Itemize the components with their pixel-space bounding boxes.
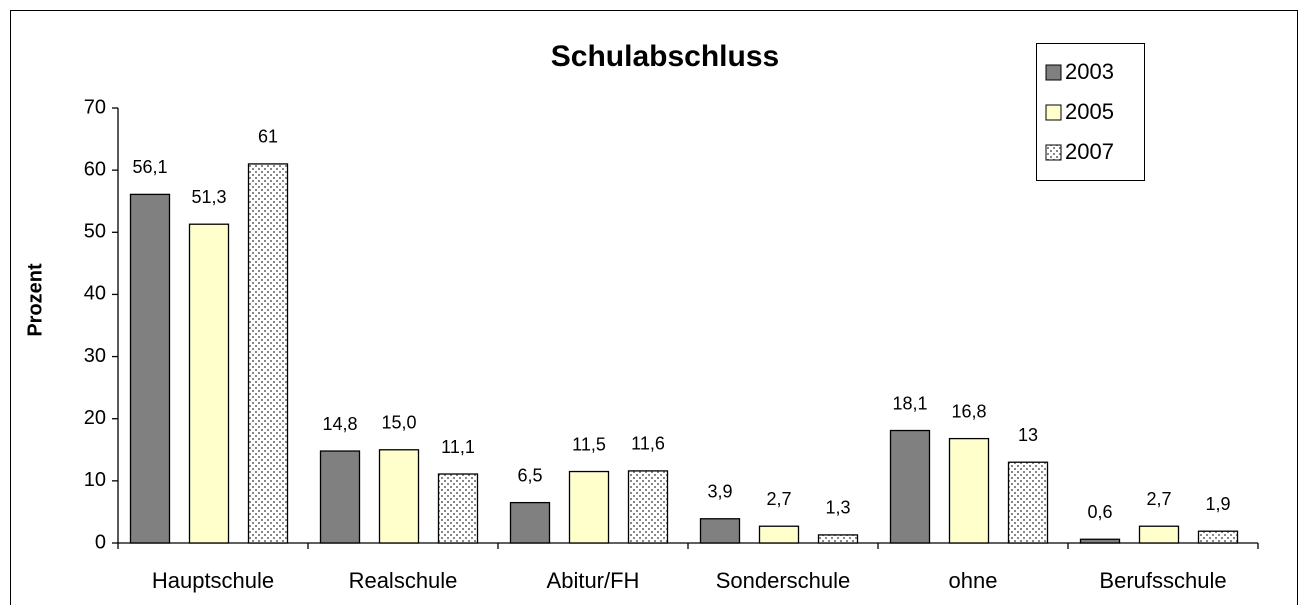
legend-swatch	[1045, 104, 1062, 121]
y-tick-label: 20	[84, 407, 106, 429]
value-label: 6,5	[517, 465, 542, 485]
value-label: 2,7	[766, 489, 791, 509]
bar	[1138, 525, 1180, 544]
value-label: 1,3	[825, 498, 850, 518]
value-label: 15,0	[381, 413, 416, 433]
x-tick-label: ohne	[949, 568, 998, 593]
bar	[568, 470, 610, 544]
y-tick-label: 10	[84, 469, 106, 491]
y-tick-label: 30	[84, 345, 106, 367]
chart-title: Schulabschluss	[551, 40, 779, 73]
value-label: 2,7	[1146, 489, 1171, 509]
bar	[1197, 530, 1239, 544]
legend-label: 2007	[1065, 139, 1114, 164]
value-label: 51,3	[191, 187, 226, 207]
bar	[817, 534, 859, 544]
bar	[319, 450, 361, 544]
value-label: 0,6	[1087, 502, 1112, 522]
value-label: 56,1	[132, 157, 167, 177]
y-tick-label: 70	[84, 96, 106, 118]
value-label: 11,5	[572, 434, 606, 454]
legend-label: 2003	[1065, 59, 1114, 84]
y-tick-label: 60	[84, 158, 106, 180]
y-tick-label: 0	[95, 531, 106, 553]
value-label: 18,1	[892, 393, 927, 413]
legend-swatch	[1045, 144, 1062, 161]
bar	[699, 518, 741, 544]
bar	[948, 437, 990, 544]
x-tick-label: Hauptschule	[152, 568, 274, 593]
bar	[758, 525, 800, 544]
bar	[627, 470, 669, 544]
bar	[1007, 461, 1049, 544]
legend-swatch	[1045, 64, 1062, 81]
value-label: 3,9	[707, 482, 732, 502]
legend-label: 2005	[1065, 99, 1114, 124]
bar	[188, 223, 230, 544]
bar	[437, 473, 479, 544]
bar	[247, 163, 289, 544]
value-label: 1,9	[1205, 494, 1230, 514]
bar	[889, 429, 931, 544]
value-label: 14,8	[322, 414, 357, 434]
value-label: 16,8	[951, 401, 986, 421]
bar	[129, 193, 171, 544]
bar	[509, 501, 551, 544]
x-tick-label: Abitur/FH	[547, 568, 640, 593]
bar	[1079, 538, 1121, 544]
value-label: 11,6	[631, 434, 665, 454]
y-tick-label: 50	[84, 221, 106, 243]
value-label: 61	[258, 127, 278, 147]
value-label: 13	[1018, 425, 1038, 445]
x-tick-label: Berufsschule	[1099, 568, 1226, 593]
y-tick-label: 40	[84, 283, 106, 305]
y-axis-label: Prozent	[24, 263, 46, 337]
value-label: 11,1	[441, 437, 475, 457]
x-tick-label: Realschule	[349, 568, 458, 593]
x-tick-label: Sonderschule	[716, 568, 851, 593]
bar	[378, 449, 420, 544]
